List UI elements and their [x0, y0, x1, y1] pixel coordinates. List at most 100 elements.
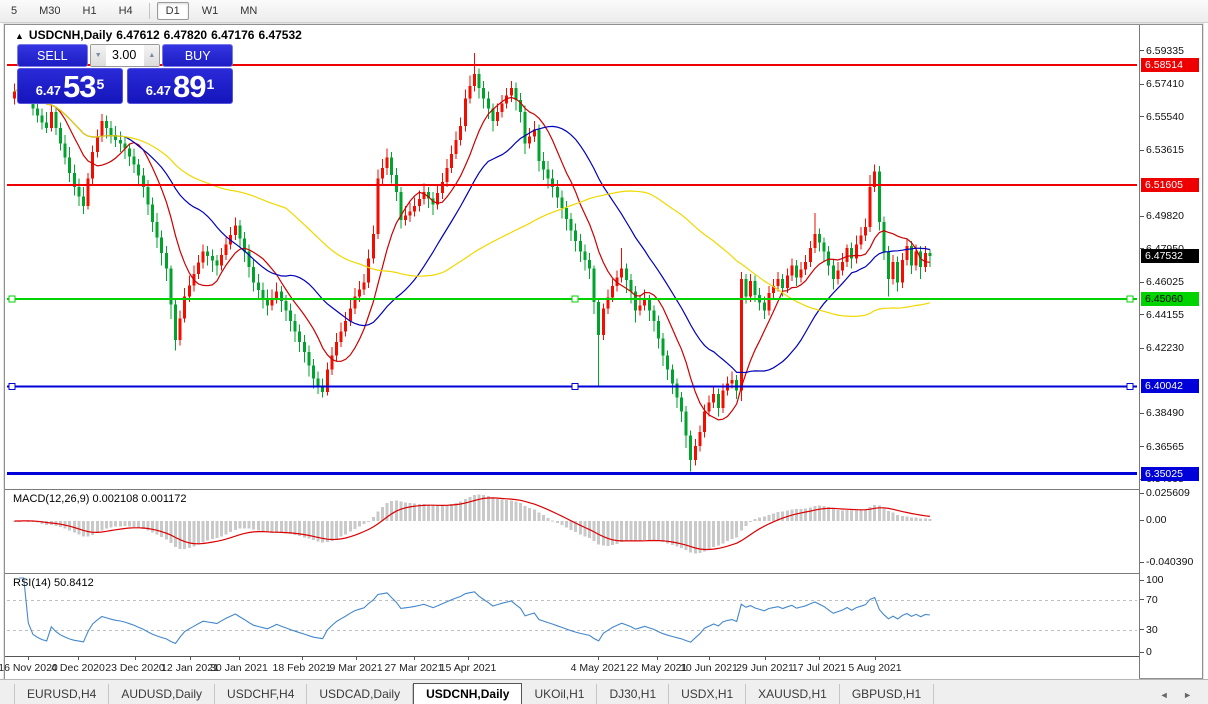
- candle-body: [514, 87, 518, 101]
- macd-histogram-bar: [463, 499, 467, 521]
- date-tick: [765, 657, 766, 660]
- line-handle[interactable]: [571, 382, 579, 390]
- date-label: 22 May 2021: [626, 662, 688, 674]
- candle-body: [440, 181, 444, 194]
- timeframe-button-w1[interactable]: W1: [201, 5, 219, 17]
- chart-tab-audusd[interactable]: AUDUSD,Daily: [109, 684, 216, 704]
- candle-body: [657, 320, 660, 339]
- candle-body: [767, 293, 771, 311]
- macd-histogram-bar: [555, 521, 559, 523]
- candle-body: [799, 269, 803, 278]
- buy-price-prefix: 6.47: [145, 83, 172, 98]
- candle-body: [243, 238, 246, 252]
- candle-body: [813, 233, 817, 248]
- line-handle[interactable]: [571, 295, 579, 303]
- volume-decrease-icon[interactable]: ▼: [90, 45, 106, 66]
- buy-button[interactable]: BUY: [162, 44, 234, 67]
- volume-increase-icon[interactable]: ▲: [144, 45, 160, 66]
- candle-body: [910, 246, 913, 266]
- line-handle[interactable]: [8, 382, 16, 390]
- toolbar-separator: [148, 3, 150, 19]
- sell-price-quote[interactable]: 6.47 53 5: [17, 68, 123, 104]
- chart-tab-usdchf[interactable]: USDCHF,H4: [215, 684, 308, 704]
- price-axis[interactable]: 6.593356.574106.555406.536156.498206.479…: [1139, 25, 1201, 678]
- candle-body: [123, 143, 127, 149]
- chart-tab-xauusd[interactable]: XAUUSD,H1: [746, 684, 840, 704]
- candle-body: [537, 129, 541, 161]
- candle-body: [693, 446, 697, 461]
- macd-histogram-bar: [629, 521, 633, 541]
- macd-histogram-bar: [601, 521, 605, 546]
- line-handle[interactable]: [8, 295, 16, 303]
- macd-histogram-bar: [417, 503, 421, 521]
- candle-body: [914, 251, 918, 266]
- macd-histogram-bar: [657, 521, 660, 541]
- timeframe-button-h1[interactable]: H1: [82, 5, 97, 17]
- tab-scroll-arrows[interactable]: ◄ ►: [1159, 690, 1198, 700]
- candle-body: [169, 268, 173, 305]
- line-handle[interactable]: [1126, 382, 1134, 390]
- candle-body: [753, 280, 757, 295]
- timeframe-button-m30[interactable]: M30: [39, 5, 61, 17]
- macd-histogram-bar: [206, 521, 210, 541]
- macd-histogram-bar: [749, 521, 752, 522]
- macd-histogram-bar: [887, 510, 890, 521]
- candle-body: [698, 432, 702, 447]
- candle-body: [808, 247, 812, 262]
- candle-body: [247, 251, 251, 267]
- macd-histogram-bar: [335, 521, 338, 539]
- chart-tab-dj30[interactable]: DJ30,H1: [597, 684, 670, 704]
- date-label: 15 Apr 2021: [439, 662, 497, 674]
- candle-body: [45, 122, 49, 128]
- candle-body: [565, 207, 568, 220]
- timeframe-button-mn[interactable]: MN: [240, 5, 258, 17]
- price-tick: 6.57410: [1140, 78, 1184, 90]
- chart-tab-usdcad[interactable]: USDCAD,Daily: [307, 684, 414, 704]
- line-price-label: 6.40042: [1141, 379, 1199, 394]
- macd-histogram-bar: [344, 521, 348, 535]
- macd-histogram-bar: [404, 502, 407, 521]
- rsi-panel[interactable]: RSI(14) 50.8412: [5, 573, 1139, 656]
- chart-tab-usdcnh[interactable]: USDCNH,Daily: [413, 683, 523, 704]
- volume-field[interactable]: 3.00: [112, 48, 137, 62]
- candle-body: [137, 164, 141, 176]
- buy-price-quote[interactable]: 6.47 89 1: [127, 68, 233, 104]
- moving-average-line-60: [14, 86, 931, 318]
- macd-histogram-bar: [325, 521, 329, 543]
- timeframe-button-d1[interactable]: D1: [156, 2, 189, 20]
- candle-body: [155, 221, 159, 238]
- sell-button[interactable]: SELL: [17, 44, 88, 67]
- candle-body: [151, 204, 154, 222]
- timeframe-button-h4[interactable]: H4: [118, 5, 133, 17]
- candle-body: [164, 253, 168, 269]
- candle-body: [749, 280, 752, 297]
- date-tick: [709, 657, 710, 660]
- macd-histogram-bar: [496, 498, 499, 521]
- macd-histogram-bar: [758, 517, 762, 521]
- price-tick: 6.44155: [1140, 309, 1184, 321]
- chart-tab-ukoil[interactable]: UKOil,H1: [522, 684, 598, 704]
- macd-panel[interactable]: MACD(12,26,9) 0.002108 0.001172: [5, 489, 1139, 572]
- macd-histogram-bar: [330, 521, 334, 541]
- macd-histogram-bar: [385, 503, 389, 521]
- date-axis[interactable]: 16 Nov 2020 4 Dec 2020 23 Dec 2020 12 Jan 2…: [0, 656, 1139, 679]
- chart-tab-usdx[interactable]: USDX,H1: [669, 684, 747, 704]
- chart-tab-eurusd[interactable]: EURUSD,H4: [14, 684, 110, 704]
- candle-body: [427, 192, 430, 199]
- candle-body: [233, 225, 237, 235]
- sell-price-big: 53: [63, 69, 96, 104]
- candle-body: [877, 171, 881, 222]
- line-handle[interactable]: [1126, 295, 1134, 303]
- macd-histogram-bar: [850, 510, 854, 521]
- candle-body: [40, 115, 44, 123]
- line-price-label: 6.51605: [1141, 178, 1199, 193]
- chart-symbol-label: USDCNH,Daily: [28, 28, 113, 42]
- macd-histogram-bar: [537, 512, 541, 521]
- chart-tab-gbpusd[interactable]: GBPUSD,H1: [840, 684, 935, 704]
- timeframe-button-5[interactable]: 5: [11, 5, 18, 17]
- macd-histogram-bar: [772, 513, 775, 521]
- macd-histogram-bar: [233, 521, 237, 530]
- macd-histogram-bar: [864, 509, 867, 521]
- macd-histogram-bar: [560, 521, 564, 526]
- macd-histogram-bar: [353, 521, 357, 529]
